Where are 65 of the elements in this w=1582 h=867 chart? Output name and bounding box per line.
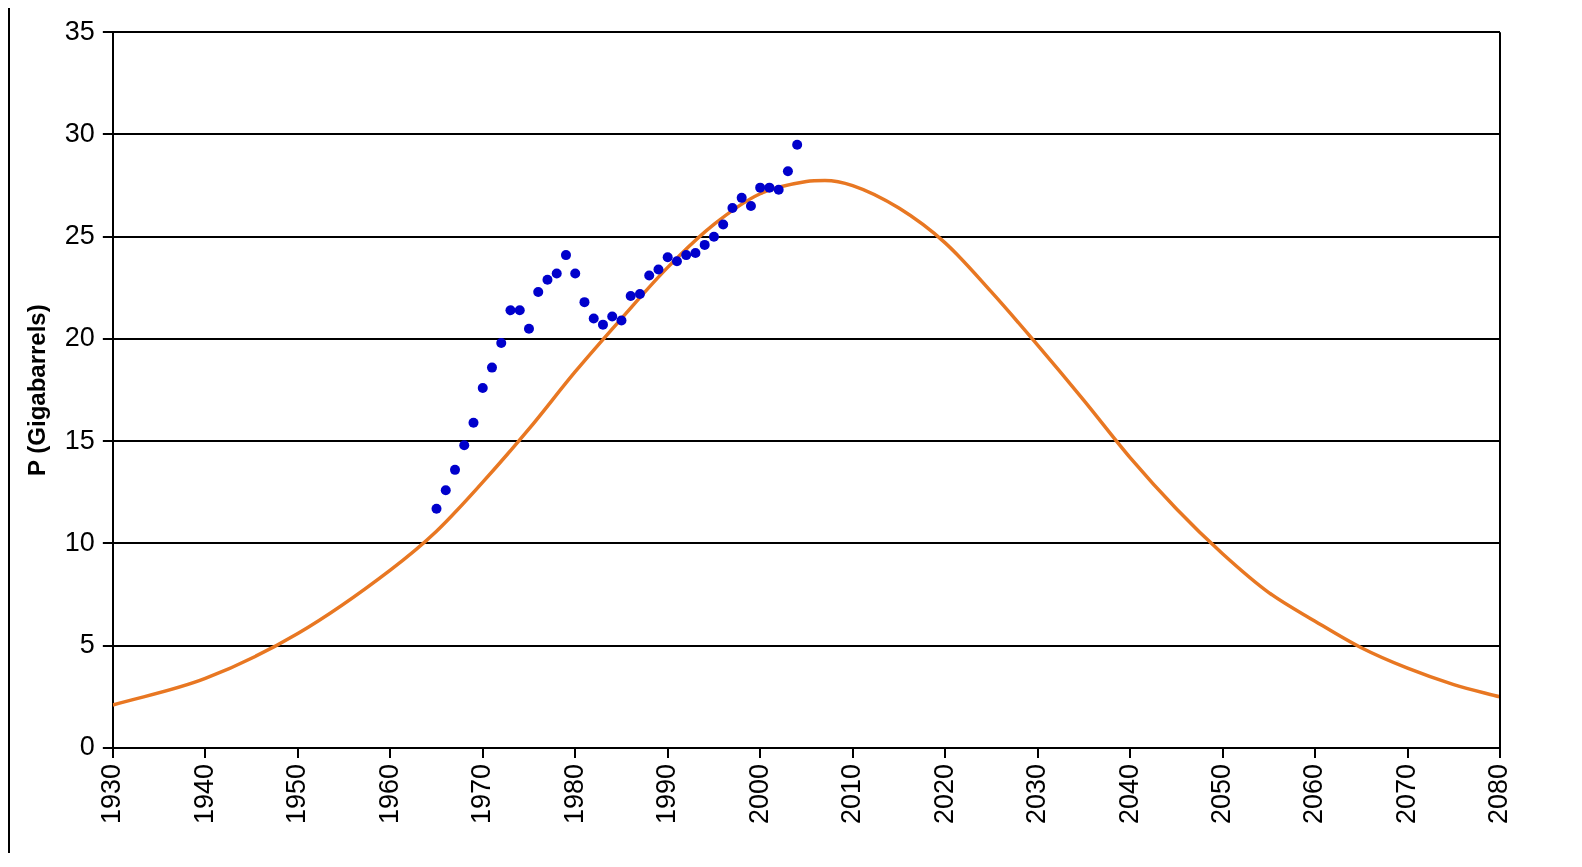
- point: [782, 166, 793, 177]
- point: [551, 268, 562, 279]
- point: [736, 192, 747, 203]
- y-tick-label: 35: [64, 15, 95, 46]
- x-tick-label: 1930: [96, 764, 127, 825]
- x-tick-label: 2050: [1206, 764, 1237, 825]
- point: [523, 323, 534, 334]
- point: [496, 338, 507, 349]
- x-tick-label: 1960: [373, 764, 404, 825]
- y-tick-label: 15: [64, 424, 95, 455]
- point: [505, 305, 516, 316]
- point: [671, 256, 682, 267]
- point: [560, 250, 571, 261]
- point: [634, 288, 645, 299]
- point: [477, 383, 488, 394]
- point: [773, 184, 784, 195]
- point: [681, 250, 692, 261]
- x-tick-label: 2040: [1113, 764, 1144, 825]
- point: [450, 464, 460, 475]
- point: [727, 203, 738, 214]
- point: [708, 231, 719, 242]
- point: [459, 440, 470, 451]
- point: [570, 268, 581, 279]
- x-tick-label: 2030: [1021, 764, 1052, 825]
- point: [625, 291, 636, 302]
- point: [644, 270, 655, 281]
- x-tick-label: 1990: [651, 764, 682, 825]
- point: [699, 239, 710, 250]
- y-axis-title: P (Gigabarrels): [23, 304, 51, 476]
- point: [431, 503, 442, 514]
- y-tick-label: 20: [64, 322, 95, 353]
- y-tick-label: 25: [64, 220, 95, 251]
- point: [468, 417, 479, 428]
- point: [607, 311, 618, 322]
- point: [597, 319, 608, 330]
- x-tick-label: 1940: [188, 764, 219, 825]
- point: [764, 182, 775, 193]
- y-tick-label: 30: [64, 117, 95, 148]
- point: [588, 313, 599, 324]
- point: [718, 219, 729, 230]
- x-tick-label: 2080: [1483, 764, 1514, 825]
- point: [792, 139, 803, 150]
- point: [662, 252, 673, 263]
- y-tick-label: 10: [64, 526, 95, 557]
- point: [755, 182, 766, 193]
- point: [579, 297, 590, 308]
- x-tick-label: 1970: [466, 764, 497, 825]
- point: [616, 315, 627, 326]
- x-tick-label: 2000: [743, 764, 774, 825]
- point: [745, 201, 756, 212]
- point: [542, 274, 553, 285]
- x-tick-label: 2060: [1298, 764, 1329, 825]
- point: [486, 362, 497, 373]
- point: [514, 305, 525, 316]
- x-tick-label: 1950: [281, 764, 312, 825]
- point: [533, 286, 544, 297]
- y-tick-label: 0: [79, 731, 95, 762]
- y-tick-label: 5: [79, 629, 95, 660]
- point: [653, 264, 664, 275]
- x-tick-label: 2020: [928, 764, 959, 825]
- x-tick-label: 2010: [836, 764, 867, 825]
- point: [440, 485, 451, 496]
- point: [690, 248, 701, 259]
- x-tick-label: 2070: [1390, 764, 1421, 825]
- x-tick-label: 1980: [558, 764, 589, 825]
